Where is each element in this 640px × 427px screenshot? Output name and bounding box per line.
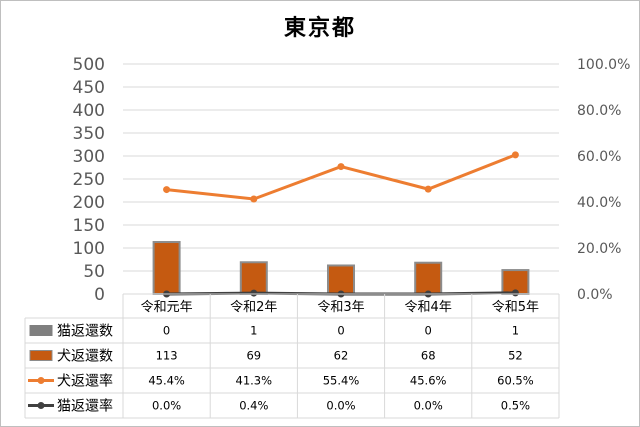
left-tick-label: 450 [73, 78, 105, 98]
bar-犬返還数 [327, 264, 355, 296]
table-cell: 0.4% [239, 399, 268, 413]
left-tick-label: 100 [73, 239, 105, 259]
legend-key-marker-猫返還率 [37, 402, 45, 409]
left-tick-label: 200 [73, 193, 105, 213]
table-cell: 0.5% [501, 399, 530, 413]
table-cell: 62 [334, 349, 349, 363]
table-cell: 60.5% [497, 374, 534, 388]
right-axis: 0.0% 20.0% 40.0% 60.0% 80.0% 100.0% [577, 57, 630, 303]
legend-label: 猫返還率 [57, 398, 113, 415]
left-tick-label: 150 [73, 216, 105, 236]
legend-label: 猫返還数 [57, 324, 113, 340]
right-tick-label: 80.0% [577, 103, 621, 119]
table-cell: 69 [246, 349, 261, 363]
chart-title: 東京都 [284, 15, 356, 41]
table-cell: 0.0% [414, 399, 443, 413]
left-axis: 0 50 100 150 200 250 300 350 400 450 500 [73, 55, 105, 305]
table-cell: 45.4% [148, 374, 185, 388]
table-cell: 1 [512, 324, 519, 338]
point-犬返還率 [511, 151, 519, 159]
series-line-犬返還率 [166, 153, 516, 201]
point-犬返還率 [337, 163, 345, 171]
bars [152, 241, 530, 296]
table-cell: 113 [156, 349, 178, 363]
right-tick-label: 0.0% [577, 287, 613, 303]
right-tick-label: 60.0% [577, 149, 621, 165]
right-tick-label: 100.0% [577, 57, 630, 73]
table-cell: 1 [250, 324, 257, 338]
point-犬返還率 [250, 195, 258, 203]
legend-label: 犬返還数 [57, 349, 113, 365]
table-cell: 52 [508, 349, 523, 363]
category-label: 令和4年 [405, 300, 452, 315]
legend-key-犬返還数 [29, 350, 53, 361]
table-cell: 55.4% [323, 374, 360, 388]
bar-犬返還数 [239, 261, 268, 296]
table-cell: 0.0% [326, 399, 355, 413]
grid [123, 63, 559, 295]
table-cell: 41.3% [236, 374, 273, 388]
category-label: 令和元年 [141, 300, 193, 315]
point-犬返還率 [163, 186, 171, 194]
point-犬返還率 [424, 185, 432, 193]
table-cell: 45.6% [410, 374, 447, 388]
table-cell: 0 [163, 324, 170, 338]
legend-key-marker-犬返還率 [37, 377, 45, 384]
left-tick-label: 500 [73, 55, 105, 75]
point-猫返還率 [250, 289, 258, 297]
table-cell: 0 [337, 324, 344, 338]
left-tick-label: 50 [83, 262, 105, 282]
category-label: 令和2年 [230, 300, 277, 315]
legend-label: 犬返還率 [57, 373, 113, 390]
left-tick-label: 300 [73, 147, 105, 167]
table-cell: 0.0% [152, 399, 181, 413]
bar-犬返還数 [152, 241, 181, 296]
right-tick-label: 20.0% [577, 241, 621, 257]
point-猫返還率 [511, 289, 519, 297]
table-cell: 68 [421, 349, 436, 363]
legend-key-猫返還数 [29, 325, 53, 336]
bar-犬返還数 [414, 261, 443, 296]
table-cell: 0 [425, 324, 432, 338]
left-tick-label: 0 [94, 285, 105, 305]
right-tick-label: 40.0% [577, 195, 621, 211]
category-label: 令和5年 [492, 300, 539, 315]
left-tick-label: 250 [73, 170, 105, 190]
left-tick-label: 350 [73, 124, 105, 144]
left-tick-label: 400 [73, 101, 105, 121]
category-label: 令和3年 [317, 300, 364, 315]
